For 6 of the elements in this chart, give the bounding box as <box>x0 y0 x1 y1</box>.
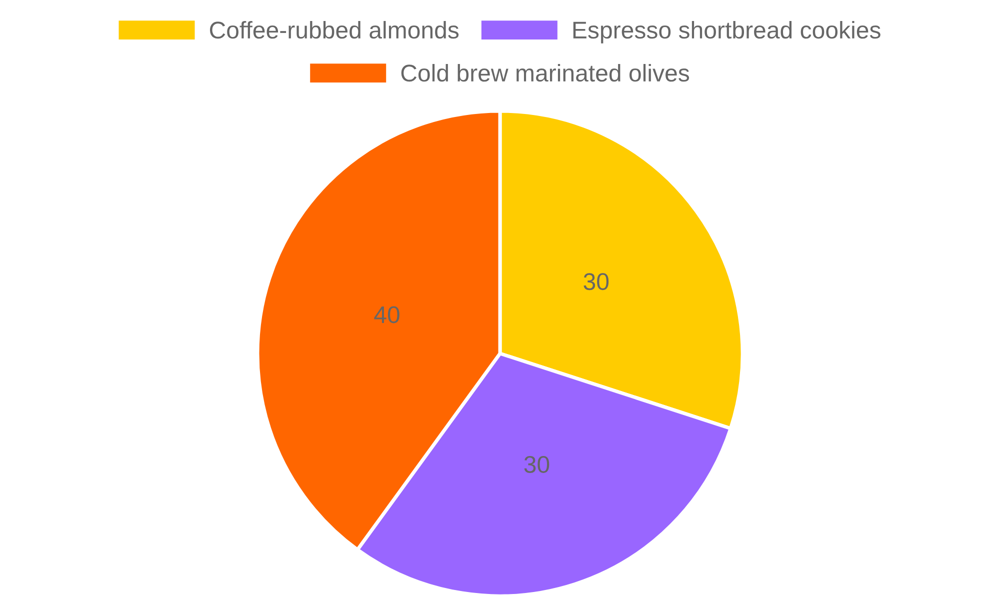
data-label: 40 <box>374 306 400 324</box>
legend-label: Cold brew marinated olives <box>401 64 690 82</box>
data-label: 30 <box>524 456 550 473</box>
data-label: 30 <box>584 273 609 290</box>
legend-label: Coffee-rubbed almonds <box>210 20 459 39</box>
legend-label: Espresso shortbread cookies <box>573 20 880 44</box>
